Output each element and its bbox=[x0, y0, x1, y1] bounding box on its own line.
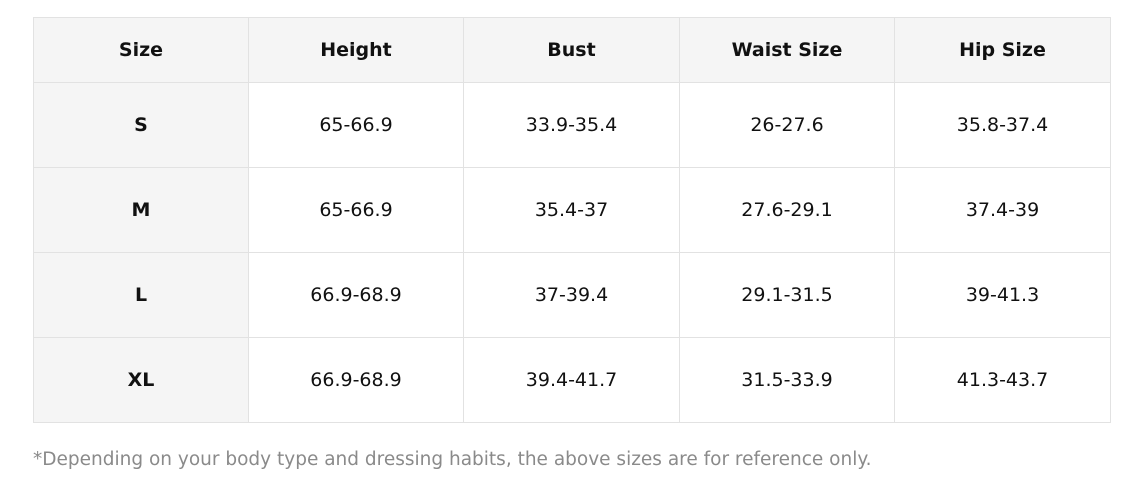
hip-cell: 41.3-43.7 bbox=[894, 337, 1111, 423]
height-cell: 66.9-68.9 bbox=[248, 252, 464, 338]
table-row: S 65-66.9 33.9-35.4 26-27.6 35.8-37.4 bbox=[33, 82, 1111, 168]
waist-cell: 26-27.6 bbox=[679, 82, 895, 168]
waist-cell: 31.5-33.9 bbox=[679, 337, 895, 423]
waist-cell: 29.1-31.5 bbox=[679, 252, 895, 338]
size-cell: L bbox=[33, 252, 249, 338]
height-cell: 65-66.9 bbox=[248, 167, 464, 253]
bust-cell: 37-39.4 bbox=[463, 252, 680, 338]
size-cell: XL bbox=[33, 337, 249, 423]
size-cell: S bbox=[33, 82, 249, 168]
table-header-row: Size Height Bust Waist Size Hip Size bbox=[33, 17, 1111, 83]
size-cell: M bbox=[33, 167, 249, 253]
header-hip-size: Hip Size bbox=[894, 17, 1111, 83]
size-chart-table: Size Height Bust Waist Size Hip Size S 6… bbox=[33, 17, 1111, 423]
reference-footnote: *Depending on your body type and dressin… bbox=[33, 449, 872, 470]
table-row: L 66.9-68.9 37-39.4 29.1-31.5 39-41.3 bbox=[33, 252, 1111, 338]
bust-cell: 35.4-37 bbox=[463, 167, 680, 253]
waist-cell: 27.6-29.1 bbox=[679, 167, 895, 253]
header-waist-size: Waist Size bbox=[679, 17, 895, 83]
table-row: M 65-66.9 35.4-37 27.6-29.1 37.4-39 bbox=[33, 167, 1111, 253]
height-cell: 66.9-68.9 bbox=[248, 337, 464, 423]
bust-cell: 39.4-41.7 bbox=[463, 337, 680, 423]
hip-cell: 35.8-37.4 bbox=[894, 82, 1111, 168]
header-size: Size bbox=[33, 17, 249, 83]
bust-cell: 33.9-35.4 bbox=[463, 82, 680, 168]
table-row: XL 66.9-68.9 39.4-41.7 31.5-33.9 41.3-43… bbox=[33, 337, 1111, 423]
header-height: Height bbox=[248, 17, 464, 83]
hip-cell: 37.4-39 bbox=[894, 167, 1111, 253]
header-bust: Bust bbox=[463, 17, 680, 83]
height-cell: 65-66.9 bbox=[248, 82, 464, 168]
hip-cell: 39-41.3 bbox=[894, 252, 1111, 338]
